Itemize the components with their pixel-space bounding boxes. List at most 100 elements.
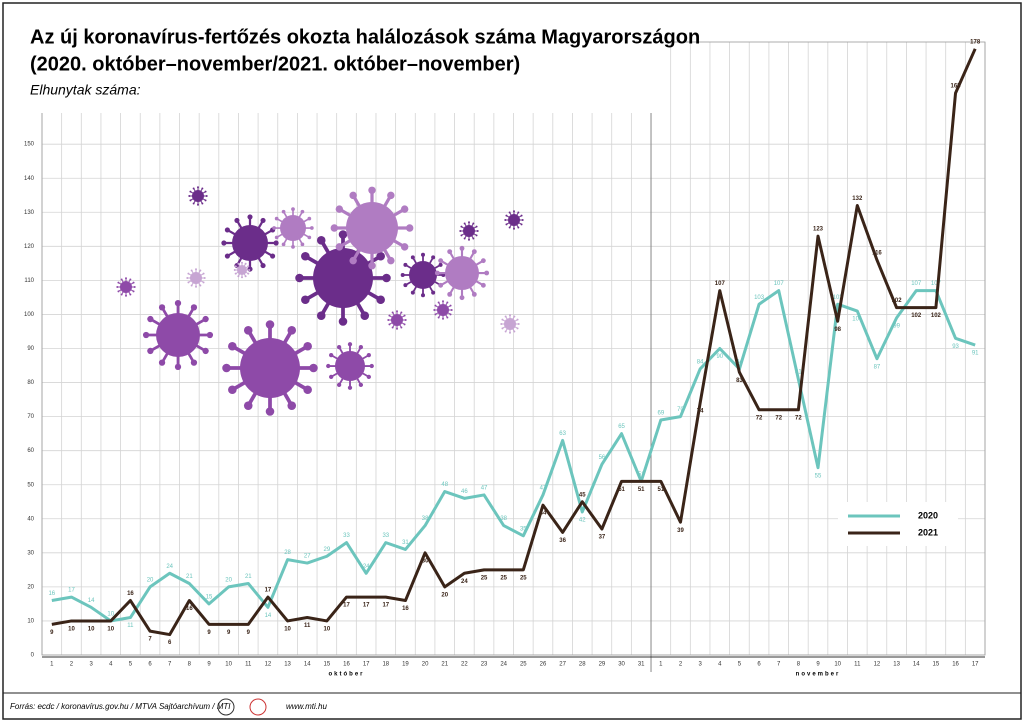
x-tick-label: 21 [441, 662, 448, 668]
virus-knob [480, 282, 486, 288]
x-tick-label: 5 [738, 662, 742, 668]
data-label: 25 [520, 575, 527, 581]
virus-knob [234, 265, 237, 268]
logo [217, 698, 235, 716]
x-tick-label: 11 [245, 662, 252, 668]
virus [326, 342, 374, 390]
x-tick-label: 4 [718, 662, 722, 668]
x-tick-label: 15 [324, 662, 331, 668]
virus-knob [387, 191, 395, 200]
virus-knob [447, 249, 453, 255]
month-label: október [329, 672, 365, 678]
data-label: 17 [382, 603, 389, 609]
data-label: 44 [540, 511, 547, 517]
x-tick-label: 26 [540, 662, 547, 668]
x-tick-label: 8 [188, 662, 192, 668]
data-label: 27 [304, 554, 311, 560]
data-label: 103 [833, 295, 844, 301]
x-tick-label: 13 [893, 662, 900, 668]
virus-knob [347, 342, 353, 347]
x-tick-label: 12 [265, 662, 272, 668]
virus-knob [274, 235, 279, 240]
y-tick-label: 130 [24, 210, 35, 216]
virus-knob [202, 281, 205, 284]
virus-body [335, 351, 365, 381]
virus [272, 207, 314, 249]
virus-knob [403, 314, 406, 317]
virus-knob [513, 330, 516, 333]
virus-knob [244, 262, 247, 265]
virus-knob [247, 214, 253, 220]
data-label: 102 [931, 313, 942, 319]
data-label: 35 [520, 526, 527, 532]
virus-knob [303, 385, 312, 395]
virus-knob [438, 282, 444, 288]
virus-knob [228, 341, 237, 351]
virus [387, 310, 407, 330]
virus-knob [358, 382, 364, 387]
virus-body [237, 265, 247, 275]
virus-knob [509, 331, 511, 334]
virus-knob [190, 359, 198, 366]
virus-knob [247, 272, 250, 275]
data-label: 10 [284, 627, 291, 633]
data-label: 9 [227, 630, 231, 636]
virus-knob [468, 221, 470, 224]
data-label: 74 [697, 409, 704, 415]
virus-knob [203, 277, 206, 279]
chart-title: Az új koronavírus-fertőzés okozta halálo… [30, 26, 700, 48]
x-tick-label: 10 [834, 662, 841, 668]
virus-knob [274, 216, 279, 221]
x-tick-label: 1 [659, 662, 663, 668]
x-tick-label: 28 [579, 662, 586, 668]
virus-knob [316, 236, 326, 245]
virus-knob [387, 256, 395, 265]
virus-knob [405, 224, 414, 232]
x-tick-label: 19 [402, 662, 409, 668]
virus-knob [421, 293, 425, 298]
data-label: 39 [677, 528, 684, 534]
data-label: 21 [245, 574, 252, 580]
virus-knob [247, 265, 250, 268]
virus-knob [480, 258, 486, 264]
data-label: 98 [834, 327, 841, 333]
data-label: 24 [363, 564, 370, 570]
virus [400, 252, 446, 298]
x-tick-label: 23 [481, 662, 488, 668]
data-label: 33 [382, 533, 389, 539]
data-label: 72 [795, 415, 802, 421]
virus-body [240, 338, 300, 398]
data-label: 84 [697, 360, 704, 366]
virus-knob [403, 283, 408, 288]
y-tick-label: 80 [27, 380, 34, 386]
data-label: 132 [852, 196, 863, 202]
virus-knob [400, 311, 403, 314]
y-tick-label: 120 [24, 244, 35, 250]
x-tick-label: 9 [816, 662, 820, 668]
data-label: 20 [441, 592, 448, 598]
virus-body [120, 281, 132, 293]
virus-knob [326, 363, 331, 369]
x-tick-label: 25 [520, 662, 527, 668]
virus-knob [446, 301, 449, 304]
virus-knob [403, 262, 408, 267]
y-tick-label: 110 [24, 278, 34, 284]
virus-knob [273, 240, 279, 246]
x-tick-label: 2 [70, 662, 74, 668]
virus-knob [437, 301, 440, 304]
virus-knob [521, 219, 524, 221]
virus-knob [431, 290, 436, 295]
virus-knob [174, 299, 182, 307]
data-label: 107 [911, 281, 922, 287]
data-label: 107 [774, 281, 785, 287]
virus-knob [463, 222, 466, 225]
virus-knob [403, 323, 406, 326]
virus-knob [224, 253, 230, 259]
virus-knob [187, 281, 190, 284]
virus-knob [202, 347, 209, 355]
data-label: 16 [402, 606, 409, 612]
virus-knob [117, 290, 120, 293]
virus-knob [190, 269, 193, 272]
x-tick-label: 8 [797, 662, 801, 668]
virus-knob [504, 330, 507, 333]
